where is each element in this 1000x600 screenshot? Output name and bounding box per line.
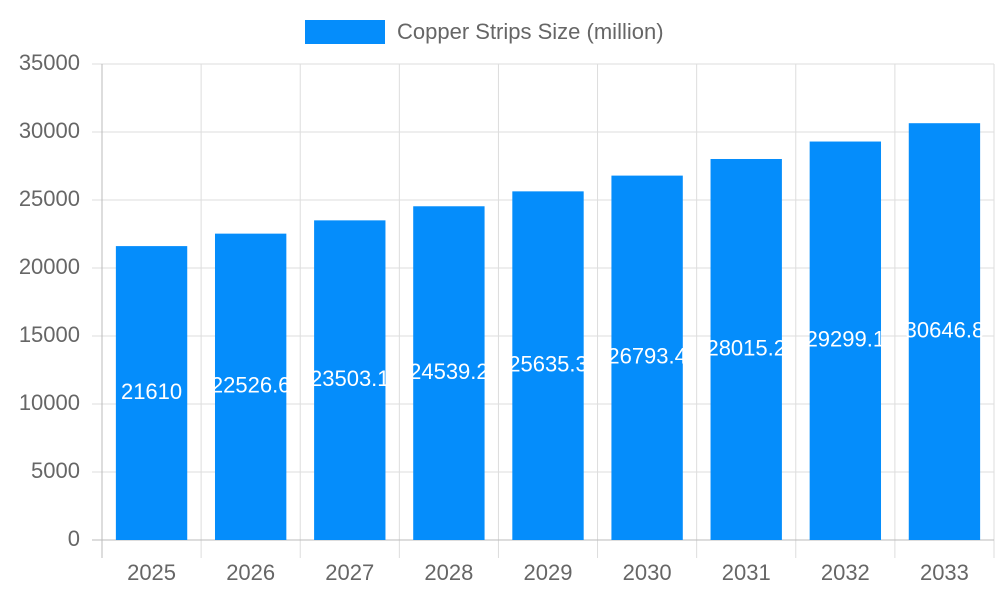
y-tick-label: 15000 <box>19 322 80 347</box>
y-tick-label: 5000 <box>31 458 80 483</box>
x-tick-label: 2027 <box>325 560 374 585</box>
data-label: 24539.2 <box>409 359 489 384</box>
x-tick-label: 2026 <box>226 560 275 585</box>
data-label: 26793.4 <box>607 344 687 369</box>
data-label: 23503.1 <box>310 366 390 391</box>
x-tick-label: 2032 <box>821 560 870 585</box>
data-label: 28015.2 <box>706 335 786 360</box>
bar <box>413 206 485 540</box>
x-tick-label: 2033 <box>920 560 969 585</box>
bar <box>809 141 882 541</box>
bar <box>710 158 782 540</box>
x-tick-label: 2029 <box>524 560 573 585</box>
y-tick-label: 25000 <box>19 186 80 211</box>
bar <box>611 175 683 541</box>
y-tick-label: 30000 <box>19 118 80 143</box>
bar <box>512 191 584 540</box>
data-label: 25635.3 <box>508 351 588 376</box>
data-label: 30646.8 <box>905 317 985 342</box>
bar <box>214 233 287 540</box>
x-tick-label: 2028 <box>424 560 473 585</box>
y-tick-label: 0 <box>68 526 80 551</box>
y-tick-label: 20000 <box>19 254 80 279</box>
y-tick-label: 35000 <box>19 50 80 75</box>
y-tick-label: 10000 <box>19 390 80 415</box>
x-tick-label: 2025 <box>127 560 176 585</box>
bar <box>908 123 981 540</box>
legend-label: Copper Strips Size (million) <box>397 19 664 44</box>
legend-swatch <box>305 20 385 44</box>
data-label: 22526.6 <box>211 373 291 398</box>
bar <box>314 220 386 540</box>
bar <box>115 246 188 540</box>
data-label: 21610 <box>121 379 182 404</box>
x-tick-label: 2031 <box>722 560 771 585</box>
data-label: 29299.1 <box>806 327 886 352</box>
x-tick-label: 2030 <box>623 560 672 585</box>
